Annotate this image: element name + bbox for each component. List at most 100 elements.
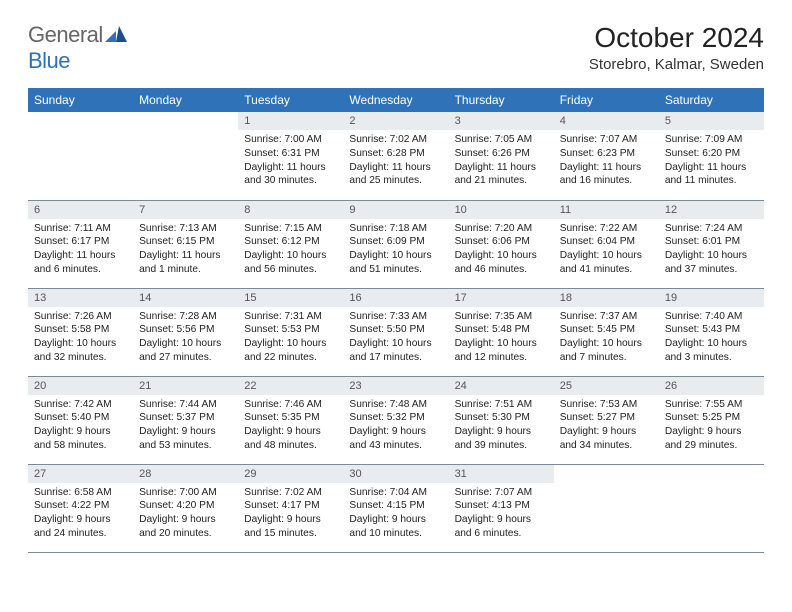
logo-text-general: General bbox=[28, 22, 103, 47]
calendar-day-cell: 9Sunrise: 7:18 AMSunset: 6:09 PMDaylight… bbox=[343, 200, 448, 288]
day-number: 19 bbox=[659, 289, 764, 307]
day-number: 8 bbox=[238, 201, 343, 219]
day-content: Sunrise: 7:55 AMSunset: 5:25 PMDaylight:… bbox=[659, 395, 764, 457]
calendar-day-cell: 11Sunrise: 7:22 AMSunset: 6:04 PMDayligh… bbox=[554, 200, 659, 288]
calendar-day-cell: 23Sunrise: 7:48 AMSunset: 5:32 PMDayligh… bbox=[343, 376, 448, 464]
calendar-day-cell: 14Sunrise: 7:28 AMSunset: 5:56 PMDayligh… bbox=[133, 288, 238, 376]
calendar-day-cell: 27Sunrise: 6:58 AMSunset: 4:22 PMDayligh… bbox=[28, 464, 133, 552]
logo: General Blue bbox=[28, 22, 127, 74]
logo-text-blue: Blue bbox=[28, 48, 70, 73]
month-title: October 2024 bbox=[589, 22, 764, 54]
day-content: Sunrise: 7:22 AMSunset: 6:04 PMDaylight:… bbox=[554, 219, 659, 281]
day-number: 4 bbox=[554, 112, 659, 130]
day-content: Sunrise: 7:07 AMSunset: 6:23 PMDaylight:… bbox=[554, 130, 659, 192]
calendar-week-row: 13Sunrise: 7:26 AMSunset: 5:58 PMDayligh… bbox=[28, 288, 764, 376]
calendar-day-cell: 2Sunrise: 7:02 AMSunset: 6:28 PMDaylight… bbox=[343, 112, 448, 200]
day-number: 23 bbox=[343, 377, 448, 395]
day-content: Sunrise: 7:53 AMSunset: 5:27 PMDaylight:… bbox=[554, 395, 659, 457]
day-number: 28 bbox=[133, 465, 238, 483]
day-number: 26 bbox=[659, 377, 764, 395]
calendar-day-cell: 10Sunrise: 7:20 AMSunset: 6:06 PMDayligh… bbox=[449, 200, 554, 288]
weekday-header: Tuesday bbox=[238, 88, 343, 112]
calendar-day-cell: 1Sunrise: 7:00 AMSunset: 6:31 PMDaylight… bbox=[238, 112, 343, 200]
day-content: Sunrise: 7:02 AMSunset: 6:28 PMDaylight:… bbox=[343, 130, 448, 192]
calendar-week-row: 27Sunrise: 6:58 AMSunset: 4:22 PMDayligh… bbox=[28, 464, 764, 552]
location-text: Storebro, Kalmar, Sweden bbox=[589, 56, 764, 73]
day-content: Sunrise: 7:44 AMSunset: 5:37 PMDaylight:… bbox=[133, 395, 238, 457]
day-content: Sunrise: 7:05 AMSunset: 6:26 PMDaylight:… bbox=[449, 130, 554, 192]
day-number: 14 bbox=[133, 289, 238, 307]
day-number: 1 bbox=[238, 112, 343, 130]
day-content: Sunrise: 7:13 AMSunset: 6:15 PMDaylight:… bbox=[133, 219, 238, 281]
day-content: Sunrise: 7:35 AMSunset: 5:48 PMDaylight:… bbox=[449, 307, 554, 369]
calendar-day-cell: 26Sunrise: 7:55 AMSunset: 5:25 PMDayligh… bbox=[659, 376, 764, 464]
title-block: October 2024 Storebro, Kalmar, Sweden bbox=[589, 22, 764, 73]
day-number: 31 bbox=[449, 465, 554, 483]
day-content: Sunrise: 7:20 AMSunset: 6:06 PMDaylight:… bbox=[449, 219, 554, 281]
weekday-header: Thursday bbox=[449, 88, 554, 112]
calendar-table: SundayMondayTuesdayWednesdayThursdayFrid… bbox=[28, 88, 764, 553]
calendar-week-row: 6Sunrise: 7:11 AMSunset: 6:17 PMDaylight… bbox=[28, 200, 764, 288]
calendar-day-cell: 25Sunrise: 7:53 AMSunset: 5:27 PMDayligh… bbox=[554, 376, 659, 464]
calendar-day-cell: 19Sunrise: 7:40 AMSunset: 5:43 PMDayligh… bbox=[659, 288, 764, 376]
day-number: 11 bbox=[554, 201, 659, 219]
day-number: 6 bbox=[28, 201, 133, 219]
calendar-day-cell: 5Sunrise: 7:09 AMSunset: 6:20 PMDaylight… bbox=[659, 112, 764, 200]
day-number: 22 bbox=[238, 377, 343, 395]
day-content: Sunrise: 7:33 AMSunset: 5:50 PMDaylight:… bbox=[343, 307, 448, 369]
day-content: Sunrise: 7:24 AMSunset: 6:01 PMDaylight:… bbox=[659, 219, 764, 281]
calendar-day-cell: . bbox=[28, 112, 133, 200]
calendar-day-cell: 29Sunrise: 7:02 AMSunset: 4:17 PMDayligh… bbox=[238, 464, 343, 552]
day-number: 9 bbox=[343, 201, 448, 219]
day-content: Sunrise: 7:00 AMSunset: 4:20 PMDaylight:… bbox=[133, 483, 238, 545]
calendar-day-cell: 21Sunrise: 7:44 AMSunset: 5:37 PMDayligh… bbox=[133, 376, 238, 464]
day-content: Sunrise: 7:02 AMSunset: 4:17 PMDaylight:… bbox=[238, 483, 343, 545]
day-number: 2 bbox=[343, 112, 448, 130]
day-number: 15 bbox=[238, 289, 343, 307]
calendar-day-cell: 17Sunrise: 7:35 AMSunset: 5:48 PMDayligh… bbox=[449, 288, 554, 376]
day-content: Sunrise: 7:31 AMSunset: 5:53 PMDaylight:… bbox=[238, 307, 343, 369]
weekday-header: Monday bbox=[133, 88, 238, 112]
day-content: Sunrise: 7:48 AMSunset: 5:32 PMDaylight:… bbox=[343, 395, 448, 457]
day-number: 3 bbox=[449, 112, 554, 130]
day-content: Sunrise: 7:42 AMSunset: 5:40 PMDaylight:… bbox=[28, 395, 133, 457]
logo-mark-icon bbox=[105, 26, 127, 47]
calendar-day-cell: . bbox=[133, 112, 238, 200]
day-content: Sunrise: 7:07 AMSunset: 4:13 PMDaylight:… bbox=[449, 483, 554, 545]
day-content: Sunrise: 6:58 AMSunset: 4:22 PMDaylight:… bbox=[28, 483, 133, 545]
calendar-day-cell: . bbox=[659, 464, 764, 552]
day-number: 21 bbox=[133, 377, 238, 395]
calendar-day-cell: 7Sunrise: 7:13 AMSunset: 6:15 PMDaylight… bbox=[133, 200, 238, 288]
weekday-header: Friday bbox=[554, 88, 659, 112]
day-number: 12 bbox=[659, 201, 764, 219]
calendar-day-cell: 31Sunrise: 7:07 AMSunset: 4:13 PMDayligh… bbox=[449, 464, 554, 552]
day-content: Sunrise: 7:37 AMSunset: 5:45 PMDaylight:… bbox=[554, 307, 659, 369]
day-content: Sunrise: 7:18 AMSunset: 6:09 PMDaylight:… bbox=[343, 219, 448, 281]
calendar-body: . . 1Sunrise: 7:00 AMSunset: 6:31 PMDayl… bbox=[28, 112, 764, 552]
day-content: Sunrise: 7:46 AMSunset: 5:35 PMDaylight:… bbox=[238, 395, 343, 457]
calendar-day-cell: 3Sunrise: 7:05 AMSunset: 6:26 PMDaylight… bbox=[449, 112, 554, 200]
calendar-week-row: . . 1Sunrise: 7:00 AMSunset: 6:31 PMDayl… bbox=[28, 112, 764, 200]
calendar-day-cell: 30Sunrise: 7:04 AMSunset: 4:15 PMDayligh… bbox=[343, 464, 448, 552]
day-number: 30 bbox=[343, 465, 448, 483]
day-number: 13 bbox=[28, 289, 133, 307]
calendar-day-cell: 18Sunrise: 7:37 AMSunset: 5:45 PMDayligh… bbox=[554, 288, 659, 376]
weekday-header: Wednesday bbox=[343, 88, 448, 112]
calendar-day-cell: 13Sunrise: 7:26 AMSunset: 5:58 PMDayligh… bbox=[28, 288, 133, 376]
day-content: Sunrise: 7:26 AMSunset: 5:58 PMDaylight:… bbox=[28, 307, 133, 369]
day-content: Sunrise: 7:51 AMSunset: 5:30 PMDaylight:… bbox=[449, 395, 554, 457]
day-number: 24 bbox=[449, 377, 554, 395]
day-number: 10 bbox=[449, 201, 554, 219]
calendar-day-cell: 20Sunrise: 7:42 AMSunset: 5:40 PMDayligh… bbox=[28, 376, 133, 464]
day-number: 25 bbox=[554, 377, 659, 395]
calendar-day-cell: 4Sunrise: 7:07 AMSunset: 6:23 PMDaylight… bbox=[554, 112, 659, 200]
day-content: Sunrise: 7:11 AMSunset: 6:17 PMDaylight:… bbox=[28, 219, 133, 281]
weekday-header: Saturday bbox=[659, 88, 764, 112]
calendar-day-cell: . bbox=[554, 464, 659, 552]
calendar-day-cell: 28Sunrise: 7:00 AMSunset: 4:20 PMDayligh… bbox=[133, 464, 238, 552]
calendar-day-cell: 12Sunrise: 7:24 AMSunset: 6:01 PMDayligh… bbox=[659, 200, 764, 288]
day-content: Sunrise: 7:09 AMSunset: 6:20 PMDaylight:… bbox=[659, 130, 764, 192]
calendar-day-cell: 8Sunrise: 7:15 AMSunset: 6:12 PMDaylight… bbox=[238, 200, 343, 288]
day-number: 27 bbox=[28, 465, 133, 483]
calendar-day-cell: 15Sunrise: 7:31 AMSunset: 5:53 PMDayligh… bbox=[238, 288, 343, 376]
